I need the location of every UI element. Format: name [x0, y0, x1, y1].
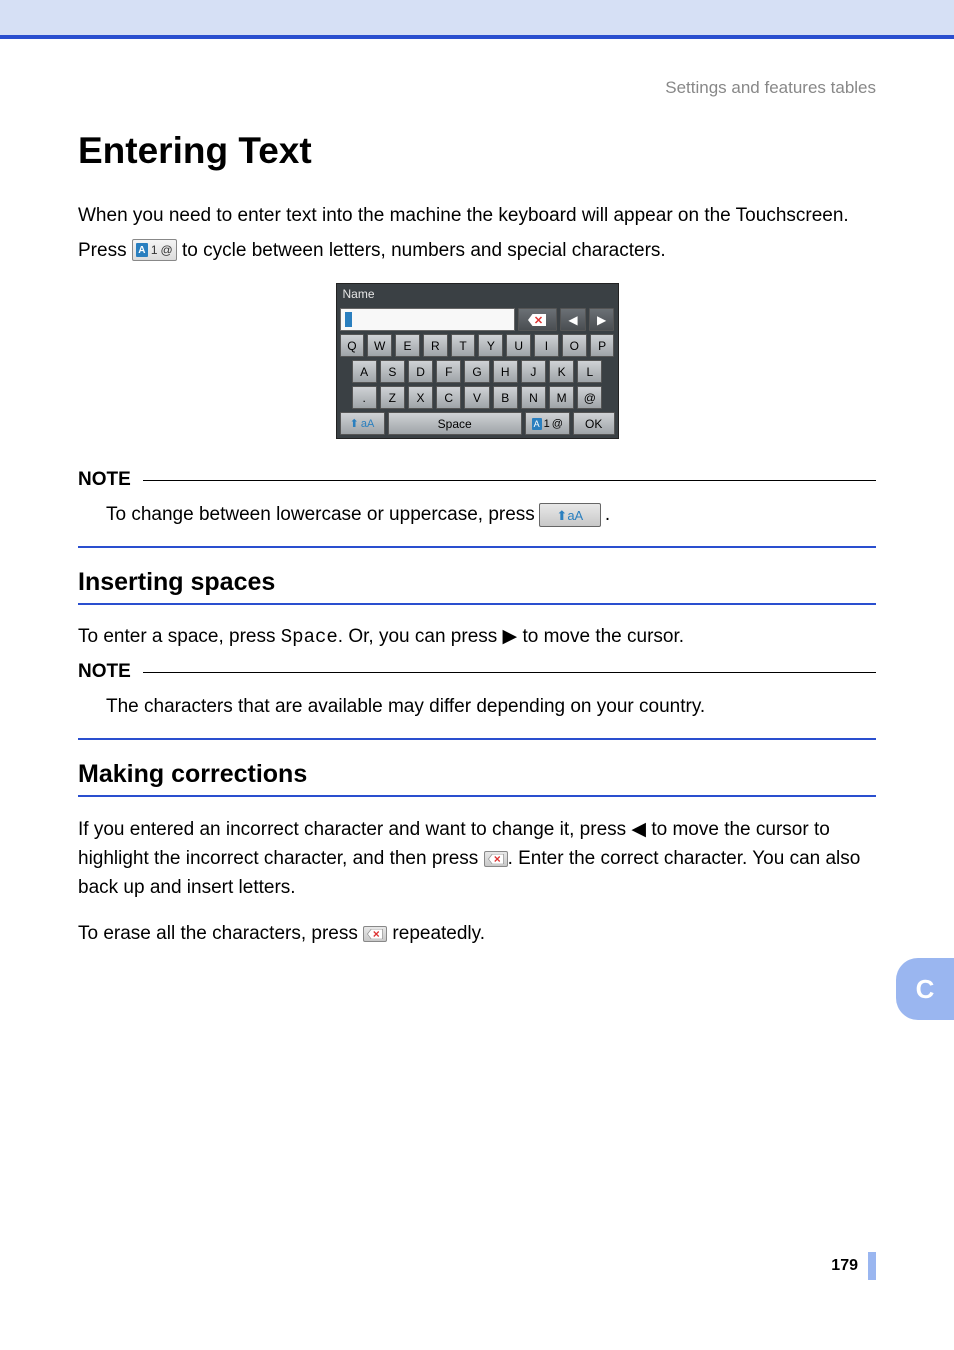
mode-a-chip: A — [136, 243, 148, 257]
kb-key-y[interactable]: Y — [478, 334, 503, 357]
kb-title: Name — [337, 284, 618, 305]
corrections-p1: If you entered an incorrect character an… — [78, 815, 876, 903]
kb-ok[interactable]: OK — [573, 412, 615, 435]
inline-shift-key: ⬆ aA — [539, 503, 601, 527]
kb-space[interactable]: Space — [388, 412, 522, 435]
triangle-right-icon: ▶ — [503, 626, 518, 647]
keyboard-illustration: Name ◀ ▶ — [78, 283, 876, 439]
inserting-rule — [78, 603, 876, 605]
nav-right-icon: ▶ — [597, 313, 606, 327]
kb-key-i[interactable]: I — [534, 334, 559, 357]
inline-backspace-icon-2 — [363, 926, 387, 942]
kb-key-l[interactable]: L — [577, 360, 602, 383]
kb-key-o[interactable]: O — [562, 334, 587, 357]
top-margin-bar — [0, 0, 954, 35]
note-block-2: NOTE The characters that are available m… — [78, 661, 876, 740]
kb-key-r[interactable]: R — [423, 334, 448, 357]
breadcrumb: Settings and features tables — [665, 78, 876, 98]
kb-key-dot[interactable]: . — [352, 386, 377, 409]
inserting-heading: Inserting spaces — [78, 568, 876, 597]
kb-key-at[interactable]: @ — [577, 386, 602, 409]
kb-key-j[interactable]: J — [521, 360, 546, 383]
page-number-bar — [868, 1252, 876, 1280]
inserting-p: To enter a space, press Space. Or, you c… — [78, 623, 876, 652]
kb-shift[interactable]: ⬆ aA — [340, 412, 385, 435]
note-block-1: NOTE To change between lowercase or uppe… — [78, 469, 876, 548]
corrections-heading: Making corrections — [78, 760, 876, 789]
ins-post: to move the cursor. — [517, 626, 684, 647]
note1-line — [143, 480, 876, 481]
corr-p1-pre: If you entered an incorrect character an… — [78, 819, 631, 840]
corr-p2-pre: To erase all the characters, press — [78, 923, 363, 944]
kb-key-p[interactable]: P — [590, 334, 615, 357]
page-number: 179 — [831, 1252, 876, 1280]
kb-key-z[interactable]: Z — [380, 386, 405, 409]
note2-text: The characters that are available may di… — [106, 693, 705, 722]
corr-p2-post: repeatedly. — [387, 923, 485, 944]
corrections-p2: To erase all the characters, press repea… — [78, 919, 876, 948]
note1-label: NOTE — [78, 469, 131, 491]
intro-p2-post: to cycle between letters, numbers and sp… — [182, 240, 666, 261]
note1-period: . — [605, 501, 610, 530]
kb-key-n[interactable]: N — [521, 386, 546, 409]
kb-cursor — [345, 312, 352, 327]
inline-backspace-icon — [484, 851, 508, 867]
corrections-rule — [78, 795, 876, 797]
intro-p2: Press A 1 @ to cycle between letters, nu… — [78, 237, 876, 266]
intro-p2-pre: Press — [78, 240, 132, 261]
section-tab-label: C — [916, 974, 935, 1005]
kb-key-c[interactable]: C — [436, 386, 461, 409]
kb-backspace[interactable] — [518, 308, 557, 331]
note2-close-rule — [78, 738, 876, 740]
kb-nav-left[interactable]: ◀ — [560, 308, 586, 331]
kb-key-q[interactable]: Q — [340, 334, 365, 357]
note1-close-rule — [78, 546, 876, 548]
kb-key-w[interactable]: W — [367, 334, 392, 357]
page-title: Entering Text — [78, 130, 876, 172]
kb-key-x[interactable]: X — [408, 386, 433, 409]
kb-key-g[interactable]: G — [464, 360, 489, 383]
kb-key-h[interactable]: H — [493, 360, 518, 383]
kb-key-v[interactable]: V — [464, 386, 489, 409]
kb-key-m[interactable]: M — [549, 386, 574, 409]
ins-mid: . Or, you can press — [338, 626, 503, 647]
mode-one: 1 — [151, 241, 158, 259]
note2-label: NOTE — [78, 661, 131, 683]
mode-at: @ — [161, 241, 173, 259]
note1-text: To change between lowercase or uppercase… — [106, 501, 535, 530]
mode-key-icon: A 1 @ — [132, 239, 177, 261]
kb-key-k[interactable]: K — [549, 360, 574, 383]
header-rule — [0, 35, 954, 39]
kb-input-field[interactable] — [340, 308, 515, 331]
kb-key-d[interactable]: D — [408, 360, 433, 383]
intro-p1: When you need to enter text into the mac… — [78, 202, 876, 231]
ins-pre: To enter a space, press — [78, 626, 281, 647]
kb-key-a[interactable]: A — [352, 360, 377, 383]
mode-icon: A 1 @ — [532, 418, 563, 430]
kb-key-b[interactable]: B — [493, 386, 518, 409]
shift-icon: ⬆ aA — [350, 417, 375, 430]
note2-line — [143, 672, 876, 673]
backspace-icon — [528, 314, 546, 326]
kb-nav-right[interactable]: ▶ — [589, 308, 615, 331]
ins-space: Space — [281, 626, 338, 648]
page-number-text: 179 — [831, 1257, 858, 1275]
kb-key-t[interactable]: T — [451, 334, 476, 357]
triangle-left-icon: ◀ — [631, 819, 646, 840]
section-tab: C — [896, 958, 954, 1020]
kb-key-e[interactable]: E — [395, 334, 420, 357]
kb-mode[interactable]: A 1 @ — [525, 412, 570, 435]
kb-key-f[interactable]: F — [436, 360, 461, 383]
kb-key-s[interactable]: S — [380, 360, 405, 383]
kb-key-u[interactable]: U — [506, 334, 531, 357]
nav-left-icon: ◀ — [568, 313, 577, 327]
